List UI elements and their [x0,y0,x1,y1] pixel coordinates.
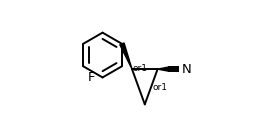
Text: or1: or1 [153,83,167,92]
Text: or1: or1 [133,64,148,73]
Polygon shape [120,43,132,69]
Text: F: F [88,71,96,84]
Text: N: N [181,63,191,76]
Polygon shape [158,67,168,71]
